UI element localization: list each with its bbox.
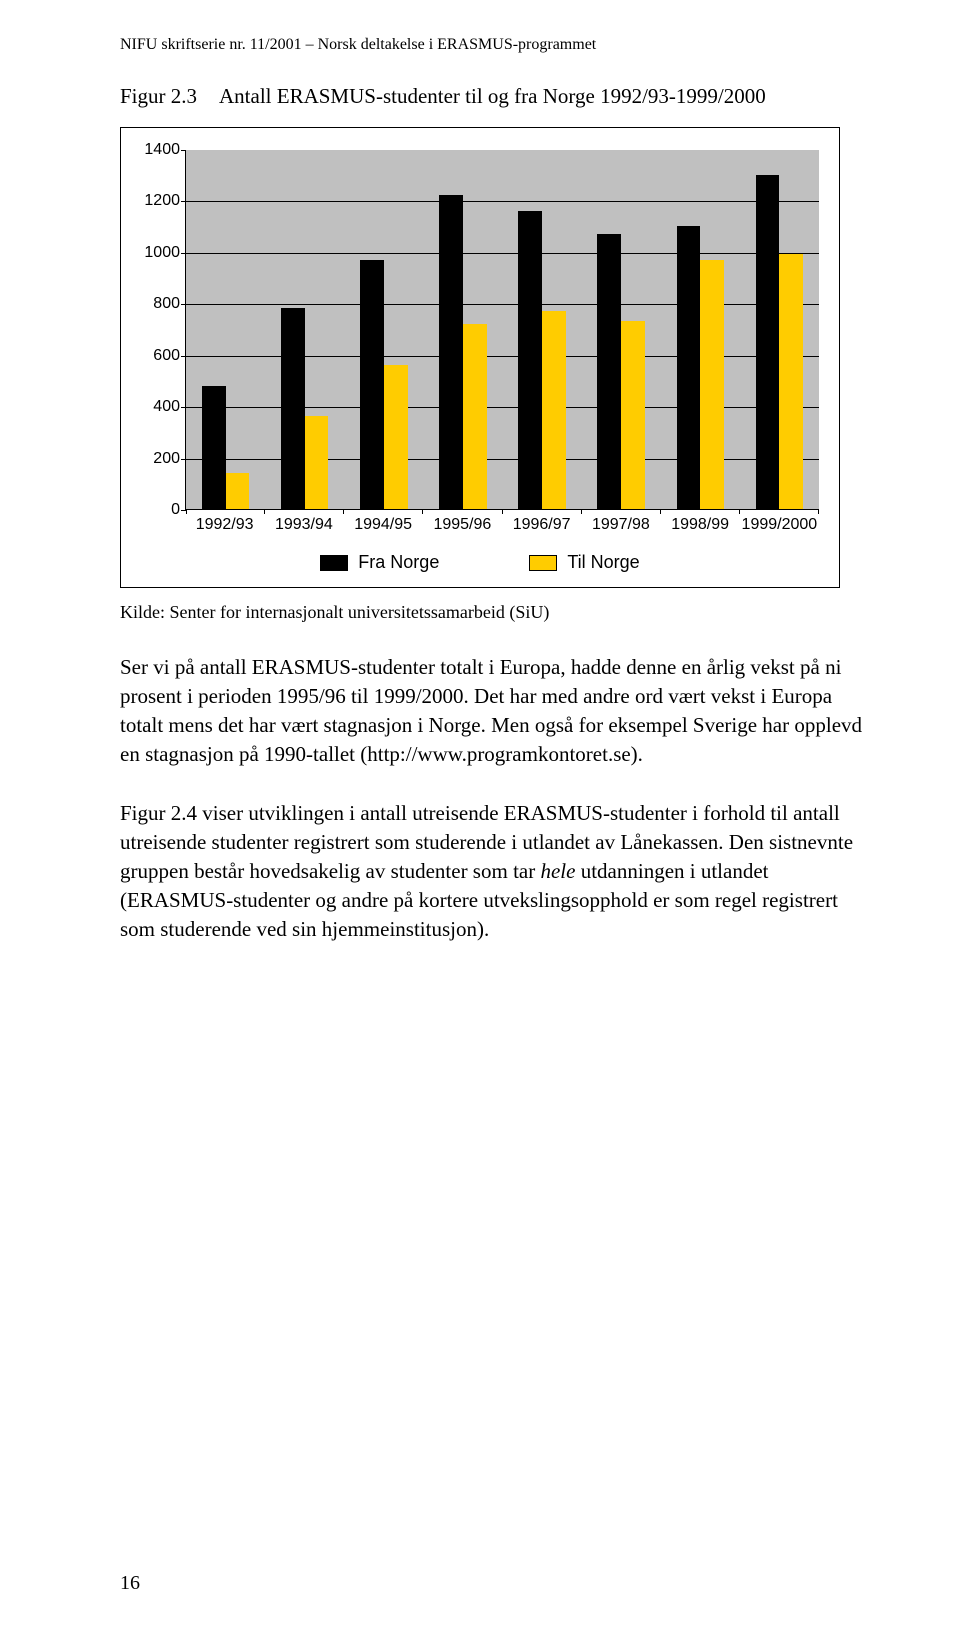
legend-label-fra: Fra Norge <box>358 552 439 573</box>
bar-group <box>661 150 740 509</box>
bar-group <box>265 150 344 509</box>
figure-caption: Figur 2.3 Antall ERASMUS-studenter til og… <box>120 84 870 109</box>
figure-label: Figur 2.3 <box>120 84 197 108</box>
figure-title-text: Antall ERASMUS-studenter til og fra Norg… <box>219 84 766 108</box>
y-tick-label: 800 <box>142 295 180 313</box>
bar-til <box>700 260 724 509</box>
bar-fra <box>597 234 621 509</box>
plot-wrapper: 0200400600800100012001400 1992/931993/94… <box>185 150 819 534</box>
y-tick-label: 1000 <box>142 244 180 262</box>
page-number: 16 <box>120 1572 140 1595</box>
bar-fra <box>202 386 226 509</box>
bar-group <box>186 150 265 509</box>
x-tick-mark <box>422 509 423 514</box>
x-axis-label: 1998/99 <box>661 516 740 534</box>
y-tick-label: 200 <box>142 450 180 468</box>
x-axis-label: 1994/95 <box>344 516 423 534</box>
x-tick-mark <box>502 509 503 514</box>
bar-fra <box>518 211 542 509</box>
legend: Fra Norge Til Norge <box>141 552 819 573</box>
bar-group <box>503 150 582 509</box>
legend-swatch-fra <box>320 555 348 571</box>
bar-fra <box>439 195 463 509</box>
x-tick-mark <box>818 509 819 514</box>
x-axis-label: 1993/94 <box>264 516 343 534</box>
bar-til <box>226 473 250 509</box>
bar-group <box>344 150 423 509</box>
bar-til <box>779 254 803 509</box>
chart-container: 0200400600800100012001400 1992/931993/94… <box>120 127 840 588</box>
bar-fra <box>677 226 701 509</box>
bar-til <box>463 324 487 509</box>
x-axis-label: 1995/96 <box>423 516 502 534</box>
y-tick-label: 0 <box>142 501 180 519</box>
bar-til <box>542 311 566 509</box>
y-tick-label: 1400 <box>142 141 180 159</box>
x-axis-label: 1996/97 <box>502 516 581 534</box>
bar-group <box>740 150 819 509</box>
y-tick-label: 400 <box>142 398 180 416</box>
chart-source: Kilde: Senter for internasjonalt univers… <box>120 602 870 623</box>
bar-group <box>423 150 502 509</box>
legend-item-fra: Fra Norge <box>320 552 439 573</box>
x-tick-mark <box>186 509 187 514</box>
paragraph-2: Figur 2.4 viser utviklingen i antall utr… <box>120 799 870 944</box>
bars-row <box>186 150 819 509</box>
x-axis-labels: 1992/931993/941994/951995/961996/971997/… <box>185 516 819 534</box>
bar-group <box>582 150 661 509</box>
legend-item-til: Til Norge <box>529 552 639 573</box>
legend-label-til: Til Norge <box>567 552 639 573</box>
y-tick-label: 600 <box>142 347 180 365</box>
x-tick-mark <box>660 509 661 514</box>
paragraph-1: Ser vi på antall ERASMUS-studenter total… <box>120 653 870 769</box>
x-tick-mark <box>343 509 344 514</box>
x-tick-mark <box>264 509 265 514</box>
bar-til <box>384 365 408 509</box>
running-header: NIFU skriftserie nr. 11/2001 – Norsk del… <box>120 36 870 54</box>
x-axis-label: 1997/98 <box>581 516 660 534</box>
bar-til <box>621 321 645 509</box>
legend-swatch-til <box>529 555 557 571</box>
bar-til <box>305 416 329 509</box>
x-tick-mark <box>739 509 740 514</box>
bar-fra <box>360 260 384 509</box>
x-tick-mark <box>581 509 582 514</box>
y-tick-label: 1200 <box>142 192 180 210</box>
paragraph-2-em: hele <box>540 859 575 883</box>
x-axis-label: 1999/2000 <box>740 516 819 534</box>
bar-fra <box>756 175 780 509</box>
plot-area: 0200400600800100012001400 <box>185 150 819 510</box>
bar-fra <box>281 308 305 509</box>
x-axis-label: 1992/93 <box>185 516 264 534</box>
